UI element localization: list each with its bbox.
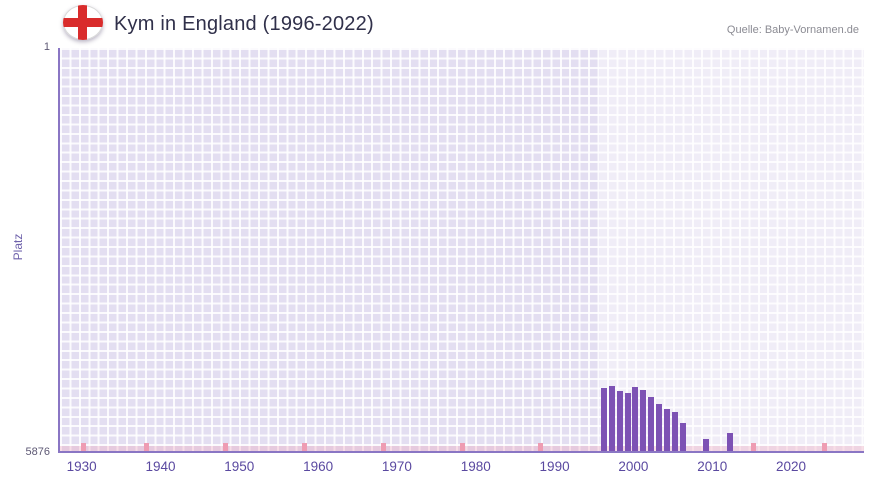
flag-cross-vertical [78, 5, 87, 40]
rank-bar [640, 390, 647, 451]
rank-bar [663, 409, 670, 451]
rank-bar [703, 439, 710, 451]
x-tick-label: 2010 [697, 459, 728, 474]
axis-mark [81, 443, 87, 451]
rank-bar [616, 391, 623, 451]
rank-bar [624, 393, 631, 451]
x-tick-label: 1950 [224, 459, 255, 474]
x-tick-label: 1990 [539, 459, 570, 474]
y-axis-top-label: 1 [43, 41, 50, 53]
x-tick-label: 1940 [145, 459, 176, 474]
rank-bar [600, 388, 607, 451]
source-credit: Quelle: Baby-Vornamen.de [726, 24, 859, 36]
rank-bar [671, 412, 678, 451]
x-tick-label: 2020 [776, 459, 807, 474]
axis-mark [144, 443, 150, 451]
y-axis-title: Platz [11, 233, 25, 261]
rank-bar [727, 433, 733, 451]
axis-mark [459, 443, 465, 451]
axis-mark [822, 443, 828, 451]
x-tick-label: 1960 [303, 459, 334, 474]
x-tick-label: 1980 [460, 459, 491, 474]
plot-area [58, 48, 864, 453]
rank-bar [656, 404, 663, 451]
axis-mark [380, 443, 386, 451]
x-tick-label: 2000 [618, 459, 649, 474]
rank-bar [648, 397, 655, 451]
y-axis-bottom-label: 5876 [25, 446, 50, 458]
axis-mark [223, 443, 229, 451]
rank-bar [679, 423, 686, 451]
page-title: Kym in England (1996-2022) [114, 13, 374, 35]
rank-bar [608, 386, 615, 451]
x-tick-label: 1970 [381, 459, 412, 474]
highlight-band [599, 48, 864, 451]
x-axis-labels: 1930 1940 1950 1960 1970 1980 1990 2000 2010 2020 [58, 459, 864, 479]
england-flag-icon [63, 5, 103, 40]
axis-mark [751, 443, 757, 451]
axis-mark [301, 443, 307, 451]
rank-bar [632, 387, 639, 451]
x-tick-label: 1930 [66, 459, 97, 474]
axis-mark [538, 443, 544, 451]
